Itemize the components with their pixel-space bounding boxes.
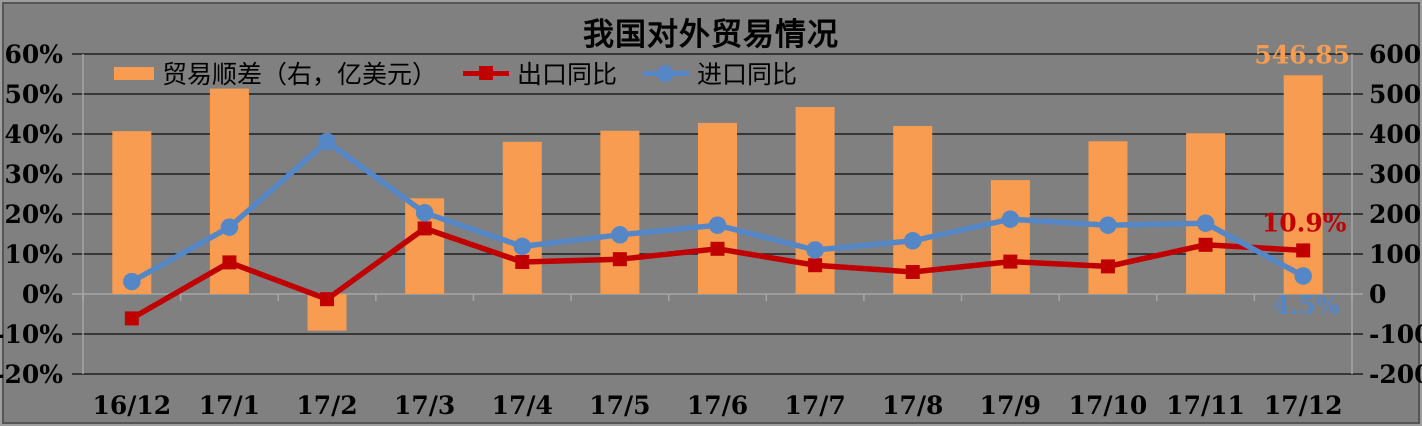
legend-item-import: 进口同比 [643, 55, 797, 91]
import-marker-17/4 [513, 237, 532, 256]
right-axis-label: -200 [1369, 360, 1422, 389]
export-marker-17/11 [1198, 237, 1213, 252]
right-axis-label: 600 [1369, 40, 1421, 69]
right-axis-label: 200 [1369, 200, 1421, 229]
export-marker-16/12 [124, 311, 139, 326]
legend-label-export: 出口同比 [517, 60, 618, 89]
x-axis-label-17/4: 17/4 [492, 391, 553, 420]
import-marker-17/3 [415, 204, 434, 222]
export-marker-17/7 [808, 258, 823, 273]
left-axis-label: 10% [4, 240, 63, 269]
export-marker-17/10 [1100, 259, 1115, 274]
legend-label-surplus: 贸易顺差（右，亿美元） [162, 60, 438, 89]
bar-17/11 [1186, 133, 1226, 294]
left-axis-label: 20% [4, 200, 63, 229]
x-axis-label-17/1: 17/1 [199, 391, 260, 420]
import-marker-17/10 [1099, 216, 1117, 234]
bar-17/9 [990, 180, 1030, 294]
right-axis-label: 400 [1369, 120, 1421, 149]
right-axis-label: -100 [1369, 320, 1422, 349]
export-marker-17/9 [1003, 254, 1018, 269]
x-axis-label-17/12: 17/12 [1264, 391, 1343, 420]
bar-16/12 [112, 131, 152, 294]
left-axis-label: -20% [0, 360, 63, 389]
bar-17/6 [698, 122, 737, 294]
import-marker-17/5 [611, 226, 629, 244]
export-marker-17/3 [417, 221, 432, 236]
axis-labels: 60% 50% 40% 30% 20% 10% 0% -10% -20% 600 500 400 300… [0, 40, 1422, 420]
x-axis-label-17/11: 17/11 [1166, 391, 1245, 420]
legend-item-surplus: 贸易顺差（右，亿美元） [114, 55, 437, 91]
x-axis-label-17/8: 17/8 [882, 391, 943, 420]
export-marker-17/4 [515, 255, 530, 269]
chart-title: 我国对外贸易情况 [583, 17, 839, 53]
annotation-进口同比: 4.5% [1273, 291, 1340, 320]
chart-legend: 贸易顺差（右，亿美元） 出口同比 进口同比 [114, 55, 797, 91]
left-axis-label: 30% [4, 160, 63, 189]
import-marker-17/7 [806, 241, 824, 259]
import-marker-17/9 [1001, 210, 1020, 228]
x-axis-label-17/5: 17/5 [589, 391, 650, 420]
import-marker-17/12 [1294, 267, 1312, 285]
import-marker-17/1 [220, 218, 239, 236]
x-axis-label-17/2: 17/2 [296, 391, 357, 420]
export-marker-17/5 [612, 252, 627, 267]
legend-label-import: 进口同比 [697, 60, 798, 89]
export-marker-17/6 [710, 241, 725, 256]
export-line-swatch-icon [463, 66, 510, 80]
export-marker-17/2 [320, 292, 335, 307]
import-marker-17/6 [708, 216, 727, 234]
left-axis-label: 0% [22, 280, 63, 309]
right-axis-label: 100 [1369, 240, 1421, 269]
surplus-bar-series [112, 75, 1323, 331]
annotations: 546.85 10.9% 4.5% [1254, 40, 1350, 320]
right-axis-label: 500 [1369, 80, 1421, 109]
annotation-贸易顺差（右，亿美元）: 546.85 [1254, 40, 1350, 69]
import-marker-17/11 [1196, 214, 1215, 232]
export-marker-17/8 [905, 265, 920, 279]
left-axis-label: 40% [4, 120, 63, 149]
x-axis-label-17/3: 17/3 [394, 391, 455, 420]
import-marker-17/2 [318, 132, 336, 151]
right-axis-label: 0 [1369, 280, 1386, 309]
x-axis-label-17/10: 17/10 [1069, 391, 1148, 420]
annotation-出口同比: 10.9% [1262, 208, 1347, 237]
left-axis-label: -10% [0, 320, 63, 349]
export-yoy-series [124, 221, 1311, 326]
export-marker-17/1 [222, 255, 237, 270]
import-marker-16/12 [123, 272, 141, 291]
x-axis-label-17/6: 17/6 [687, 391, 748, 420]
bar-17/5 [600, 130, 640, 294]
x-axis-label-17/7: 17/7 [784, 391, 845, 420]
bar-17/12 [1283, 75, 1323, 294]
left-axis-label: 60% [4, 40, 63, 69]
left-axis-label: 50% [4, 80, 63, 109]
legend-item-export: 出口同比 [463, 55, 617, 91]
bar-17/4 [502, 141, 542, 294]
bar-swatch-icon [114, 66, 154, 80]
import-line-swatch-icon [643, 64, 690, 82]
export-marker-17/12 [1296, 243, 1311, 258]
right-axis-label: 300 [1369, 160, 1421, 189]
x-axis-label-17/9: 17/9 [980, 391, 1041, 420]
import-yoy-series [123, 132, 1312, 291]
import-marker-17/8 [903, 232, 922, 250]
x-axis-label-16/12: 16/12 [92, 391, 171, 420]
